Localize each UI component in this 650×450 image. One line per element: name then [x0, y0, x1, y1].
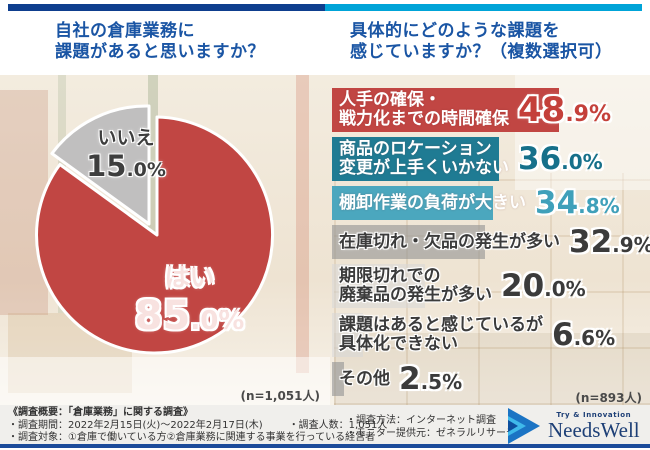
- bar-fill: [332, 186, 494, 220]
- survey-overview-right: ・調査方法：インターネット調査 ・モニター提供元：ゼネラルリサーチ: [346, 414, 516, 440]
- question-title-right: 具体的にどのような課題を 感じていますか？（複数選択可）: [350, 21, 613, 63]
- pie-chart-panel: いいえ 15.0% はい 85.0% (n=1,051人): [0, 75, 332, 405]
- bar-label: 人手の確保・ 戦力化までの時間確保: [339, 90, 509, 129]
- photo-decoration: [296, 75, 309, 373]
- pie-label-yes: はい 85.0%: [112, 263, 267, 339]
- question-title-right-line2: 感じていますか？（複数選択可）: [350, 42, 613, 62]
- bar-fill: [332, 225, 485, 259]
- bar-rows: 人手の確保・ 戦力化までの時間確保 48.9% 商品のロケーション 変更が上手く…: [332, 88, 650, 397]
- sample-size-left: (n=1,051人): [240, 389, 320, 403]
- bar-label: 商品のロケーション 変更が上手くいかない: [339, 139, 509, 178]
- needswell-logo: Try & Innovation NeedsWell: [506, 408, 640, 444]
- top-bar-cyan-segment: [325, 4, 642, 11]
- bar-label: 在庫切れ・欠品の発生が多い: [339, 231, 560, 252]
- bar-label: 棚卸作業の負荷が大きい: [339, 192, 526, 213]
- photo-decoration: [0, 357, 330, 405]
- bar-row-hitode: 人手の確保・ 戦力化までの時間確保 48.9%: [332, 88, 644, 132]
- photo-decoration: [334, 333, 650, 405]
- bar-fill: [332, 264, 425, 308]
- pie-slice-yes: [35, 115, 275, 355]
- pie-label-no-value-int: 15: [86, 149, 127, 183]
- bar-row-gutaika: 課題はあると感じているが 具体化できない 6.6%: [332, 313, 644, 357]
- bar-fill: [332, 362, 344, 396]
- bar-fill: [332, 88, 559, 132]
- survey-people: ・調査人数：1,051人: [288, 419, 388, 431]
- question-title-left-line2: 課題があると思いますか？: [55, 42, 265, 62]
- survey-overview-left: 《調査概要：「倉庫業務」に関する調査》 ・調査期間：2022年2月15日(火)～…: [8, 407, 387, 445]
- logo-tagline: Try & Innovation: [556, 411, 632, 419]
- survey-monitor: ・モニター提供元：ゼネラルリサーチ: [346, 428, 516, 439]
- sample-size-right: (n=893人): [575, 391, 642, 405]
- top-bar-navy-segment: [8, 4, 325, 11]
- question-title-left-line1: 自社の倉庫業務に: [55, 21, 195, 41]
- bar-percent: 6.6%: [552, 317, 616, 353]
- question-title-left: 自社の倉庫業務に 課題があると思いますか？: [55, 21, 265, 63]
- pie-label-yes-value-frac: .0%: [190, 306, 245, 336]
- bar-percent: 36.0%: [518, 141, 603, 177]
- survey-method: ・調査方法：インターネット調査: [346, 415, 496, 426]
- bar-percent: 48.9%: [518, 90, 612, 130]
- bar-label: 課題はあると感じているが 具体化できない: [339, 315, 543, 354]
- survey-overview-footer: 《調査概要：「倉庫業務」に関する調査》 ・調査期間：2022年2月15日(火)～…: [0, 405, 650, 445]
- bar-row-sonota: その他 2.5%: [332, 361, 644, 397]
- bar-fill: [332, 313, 363, 357]
- bar-row-tanaoroshi: 棚卸作業の負荷が大きい 34.8%: [332, 185, 644, 221]
- bar-fill: [332, 137, 500, 181]
- logo-name: NeedsWell: [548, 418, 640, 442]
- bar-percent: 32.9%: [569, 224, 650, 260]
- photo-decoration: [148, 75, 158, 337]
- bar-percent: 2.5%: [399, 361, 463, 397]
- bottom-border-line: [0, 444, 650, 448]
- pie-label-no-value-frac: .0%: [126, 159, 166, 181]
- bar-label: その他: [339, 368, 390, 389]
- top-accent-bar: [8, 4, 642, 11]
- pie-label-yes-value-int: 85: [134, 293, 191, 339]
- logo-triangle-icon: [508, 408, 540, 444]
- bar-row-location: 商品のロケーション 変更が上手くいかない 36.0%: [332, 137, 644, 181]
- bar-chart-panel: 人手の確保・ 戦力化までの時間確保 48.9% 商品のロケーション 変更が上手く…: [332, 75, 650, 405]
- pie-label-no-text: いいえ: [97, 127, 155, 149]
- bar-percent: 20.0%: [501, 268, 586, 304]
- bar-percent: 34.8%: [535, 185, 620, 221]
- pie-label-no: いいえ 15.0%: [68, 127, 184, 183]
- bar-label: 期限切れでの 廃棄品の発生が多い: [339, 266, 492, 305]
- survey-overview-title: 《調査概要：「倉庫業務」に関する調査》: [8, 407, 193, 418]
- pie-label-yes-text: はい: [164, 263, 215, 292]
- question-title-right-line1: 具体的にどのような課題を: [350, 21, 560, 41]
- pie-slice-no: [50, 104, 151, 226]
- bar-row-kigengire: 期限切れでの 廃棄品の発生が多い 20.0%: [332, 264, 644, 308]
- survey-period: ・調査期間：2022年2月15日(火)～2022年2月17日(木): [8, 419, 263, 431]
- bar-row-zaikogire: 在庫切れ・欠品の発生が多い 32.9%: [332, 224, 650, 260]
- survey-target: ・調査対象：①倉庫で働いている方②倉庫業務に関連する事業を行っている経営者: [8, 432, 376, 443]
- pie-chart-svg: [35, 104, 275, 355]
